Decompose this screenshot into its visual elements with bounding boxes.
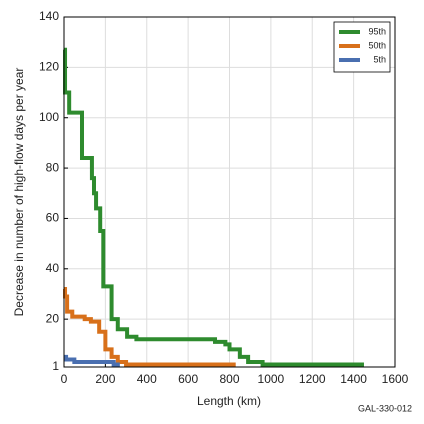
y-tick-label: 140 bbox=[39, 9, 59, 23]
series-line bbox=[63, 47, 364, 367]
y-tick-label: 80 bbox=[46, 160, 60, 174]
y-tick-label: 60 bbox=[46, 211, 60, 225]
annotation: GAL-330-012 bbox=[358, 403, 412, 413]
x-tick-label: 1400 bbox=[340, 372, 367, 386]
y-axis-label: Decrease in number of high-flow days per… bbox=[12, 68, 26, 317]
y-tick-label: 100 bbox=[39, 110, 59, 124]
legend-label: 50th bbox=[368, 40, 386, 50]
x-tick-label: 1000 bbox=[258, 372, 285, 386]
x-tick-label: 1200 bbox=[299, 372, 326, 386]
legend-label: 5th bbox=[373, 54, 386, 64]
series-line bbox=[64, 354, 120, 367]
y-tick-label: 120 bbox=[39, 60, 59, 74]
x-axis-label: Length (km) bbox=[197, 394, 261, 408]
legend-label: 95th bbox=[368, 26, 386, 36]
x-tick-label: 200 bbox=[95, 372, 115, 386]
x-tick-label: 1600 bbox=[382, 372, 409, 386]
y-tick-label: 40 bbox=[46, 261, 60, 275]
x-tick-label: 800 bbox=[219, 372, 239, 386]
y-tick-label: 1 bbox=[52, 359, 59, 373]
x-tick-label: 600 bbox=[178, 372, 198, 386]
x-tick-label: 400 bbox=[137, 372, 157, 386]
series-line bbox=[63, 286, 236, 367]
x-tick-label: 0 bbox=[61, 372, 68, 386]
y-tick-label: 20 bbox=[46, 311, 60, 325]
plot-frame bbox=[63, 16, 396, 368]
